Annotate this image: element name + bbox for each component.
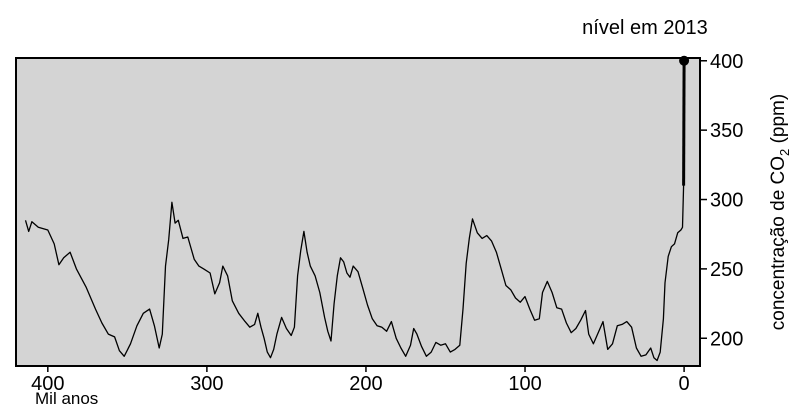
y-tick-label: 250: [710, 259, 743, 281]
y-axis-title-main: concentração de CO: [768, 156, 789, 330]
y-tick-label: 200: [710, 328, 743, 350]
x-tick-label: 0: [679, 373, 690, 395]
y-tick-label: 300: [710, 190, 743, 212]
y-tick-label: 350: [710, 120, 743, 142]
x-tick-label: 100: [508, 373, 541, 395]
y-axis-title: concentração de CO2 (ppm): [768, 94, 792, 330]
x-axis-title: Mil anos: [35, 389, 98, 408]
y-axis: 200 250 300 350 400: [700, 51, 743, 350]
annotation-point: [679, 56, 689, 66]
x-tick-label: 200: [349, 373, 382, 395]
y-axis-title-unit: (ppm): [768, 94, 789, 149]
y-tick-label: 400: [710, 51, 743, 73]
y-axis-title-subscript: 2: [777, 149, 792, 156]
annotation-label: nível em 2013: [582, 17, 708, 39]
plot-area: [16, 58, 700, 366]
x-tick-label: 300: [190, 373, 223, 395]
